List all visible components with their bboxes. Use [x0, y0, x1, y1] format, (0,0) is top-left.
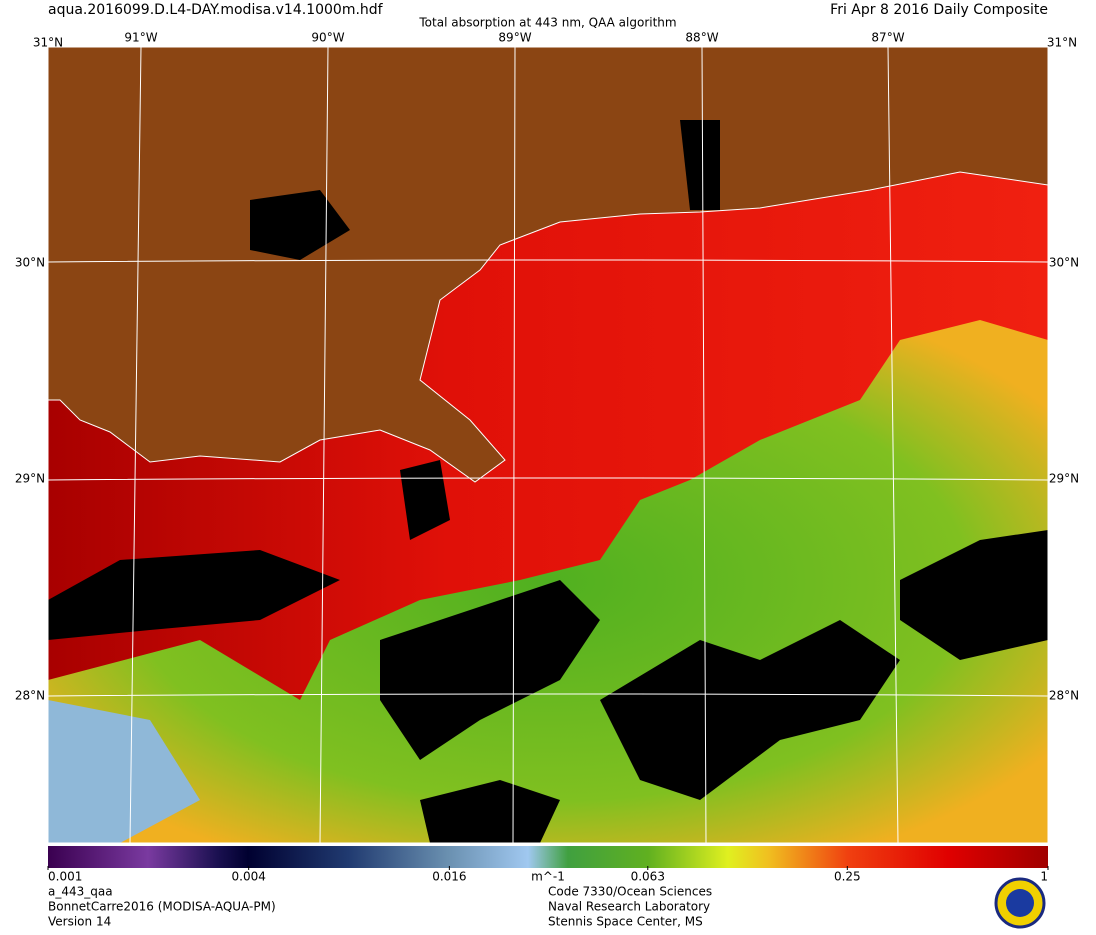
bay: [680, 120, 720, 210]
colorbar-tick-label: 0.063: [631, 870, 665, 884]
graticule: [48, 259, 1048, 697]
land: [48, 47, 1048, 483]
lat-label: 31°N: [33, 36, 63, 50]
graticule: [129, 47, 899, 843]
no-data: [380, 580, 600, 760]
no-data: [600, 620, 900, 800]
clear-water: [48, 700, 200, 843]
map-frame: [47, 46, 1049, 844]
lat-label: 28°N: [15, 689, 45, 703]
footer-text: Code 7330/Ocean Sciences: [548, 885, 712, 899]
colorbar-unit: m^-1: [531, 870, 565, 884]
date-label: Fri Apr 8 2016 Daily Composite: [830, 2, 1048, 18]
lat-label: 30°N: [1049, 256, 1079, 270]
file-name: aqua.2016099.D.L4-DAY.modisa.v14.1000m.h…: [48, 2, 384, 18]
lon-label: 91°W: [124, 31, 157, 45]
no-data: [400, 460, 450, 540]
lon-label: 90°W: [311, 31, 344, 45]
colorbar-tick-label: 0.25: [834, 870, 861, 884]
lon-label: 89°W: [498, 31, 531, 45]
colorbar: [48, 846, 1048, 868]
lat-label: 29°N: [15, 472, 45, 486]
lat-label: 31°N: [1047, 36, 1077, 50]
footer-text: Stennis Space Center, MS: [548, 915, 703, 929]
lat-label: 30°N: [15, 256, 45, 270]
lake: [250, 190, 350, 260]
footer-text: Version 14: [48, 915, 111, 929]
no-data: [48, 550, 340, 640]
logo: [1006, 889, 1034, 917]
lon-label: 88°W: [685, 31, 718, 45]
colorbar-tick-label: 0.004: [232, 870, 266, 884]
footer-text: a_443_qaa: [48, 885, 113, 899]
footer-text: BonnetCarre2016 (MODISA-AQUA-PM): [48, 900, 276, 914]
colorbar-tick-label: 0.001: [48, 870, 82, 884]
no-data: [420, 780, 560, 843]
lat-label: 29°N: [1049, 472, 1079, 486]
colorbar-tick-label: 1: [1040, 870, 1048, 884]
map-image: [48, 47, 1048, 843]
lat-label: 28°N: [1049, 689, 1079, 703]
footer-text: Naval Research Laboratory: [548, 900, 710, 914]
lon-label: 87°W: [871, 31, 904, 45]
no-data: [900, 530, 1048, 660]
map-title: Total absorption at 443 nm, QAA algorith…: [418, 16, 676, 30]
colorbar-tick-label: 0.016: [432, 870, 466, 884]
